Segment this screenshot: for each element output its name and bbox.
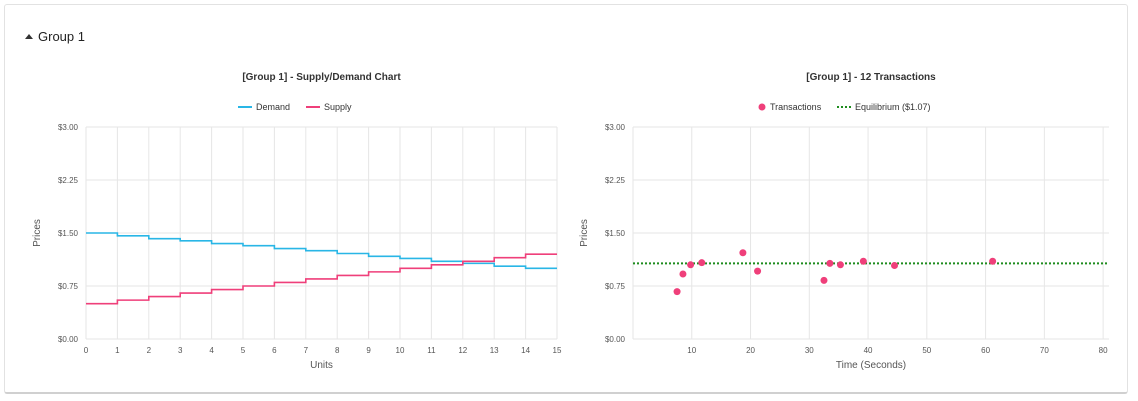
sd-x-tick-label: 3 [178,346,183,355]
tx-legend: Transactions Equilibrium ($1.07) [758,102,931,112]
transactions-chart: [Group 1] - 12 Transactions $0.00 $0.75 $1.… [579,72,1109,371]
legend-demand-label: Demand [256,102,290,112]
sd-x-tick-label: 13 [490,346,499,355]
sd-x-tick-label: 15 [553,346,562,355]
sd-x-tick-label: 9 [366,346,371,355]
tx-title: [Group 1] - 12 Transactions [806,72,936,83]
sd-legend: Demand Supply [238,102,352,112]
tx-y-tick-label: $0.00 [605,335,626,344]
transaction-point [687,261,695,269]
transaction-point [989,257,997,265]
sd-x-tick-label: 12 [458,346,467,355]
legend-transactions-swatch [758,103,766,111]
transaction-point [836,261,844,269]
sd-x-tick-label: 0 [84,346,89,355]
transaction-point [754,267,762,275]
sd-x-tick-label: 6 [272,346,277,355]
supply-series-line [86,253,557,305]
transaction-point [698,259,706,267]
tx-x-tick-label: 80 [1099,346,1108,355]
sd-x-tick-label: 10 [396,346,405,355]
sd-y-tick-label: $1.50 [58,229,79,238]
sd-y-tick-label: $0.00 [58,335,79,344]
sd-x-tick-label: 7 [304,346,309,355]
sd-x-tick-label: 14 [521,346,530,355]
legend-supply-label: Supply [324,102,352,112]
transaction-point [739,249,747,257]
group-panel: Group 1 [4,4,1128,394]
tx-x-tick-label: 70 [1040,346,1049,355]
tx-y-axis-label: Prices [579,219,590,247]
sd-x-tick-label: 8 [335,346,340,355]
transaction-point [679,270,687,278]
demand-series-line [86,232,557,270]
sd-x-axis-label: Units [310,360,333,371]
sd-x-tick-label: 2 [147,346,152,355]
tx-y-tick-label: $2.25 [605,176,626,185]
tx-x-axis-label: Time (Seconds) [836,360,906,371]
sd-x-tick-label: 4 [209,346,214,355]
sd-x-tick-label: 5 [241,346,246,355]
tx-y-tick-label: $3.00 [605,123,626,132]
tx-x-tick-label: 20 [746,346,755,355]
tx-x-tick-label: 10 [687,346,696,355]
caret-up-icon [25,34,33,39]
tx-y-tick-label: $0.75 [605,282,626,291]
sd-title: [Group 1] - Supply/Demand Chart [242,72,401,83]
sd-y-tick-label: $2.25 [58,176,79,185]
sd-x-tick-label: 11 [427,346,436,355]
legend-equilibrium-label: Equilibrium ($1.07) [855,102,931,112]
legend-transactions-label: Transactions [770,102,822,112]
sd-y-axis-label: Prices [32,219,43,247]
sd-y-tick-label: $0.75 [58,282,79,291]
sd-x-tick-label: 1 [115,346,120,355]
tx-x-tick-label: 60 [981,346,990,355]
group-toggle[interactable]: Group 1 [25,29,85,44]
transaction-point [673,288,681,296]
transaction-point [826,259,834,267]
tx-x-tick-label: 40 [864,346,873,355]
tx-x-tick-label: 30 [805,346,814,355]
transaction-point [859,257,867,265]
transaction-point [820,276,828,284]
sd-y-tick-label: $3.00 [58,123,79,132]
supply-demand-chart: [Group 1] - Supply/Demand Chart $0.00 $0.7… [32,72,562,371]
tx-x-tick-label: 50 [922,346,931,355]
transaction-point [891,262,899,270]
group-label: Group 1 [38,29,85,44]
tx-y-tick-label: $1.50 [605,229,626,238]
